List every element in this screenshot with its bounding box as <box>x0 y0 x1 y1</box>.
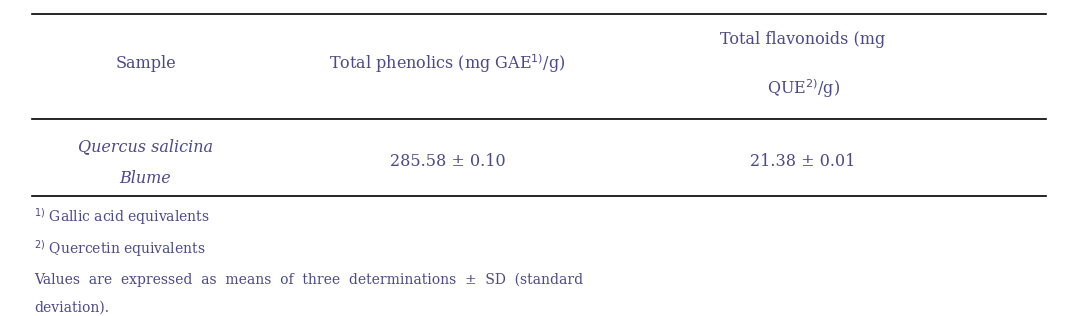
Text: $^{1)}$ Gallic acid equivalents: $^{1)}$ Gallic acid equivalents <box>34 206 210 227</box>
Text: Total phenolics (mg GAE$^{1)}$/g): Total phenolics (mg GAE$^{1)}$/g) <box>329 52 566 75</box>
Text: Blume: Blume <box>120 170 171 187</box>
Text: Quercus salicina: Quercus salicina <box>78 138 213 155</box>
Text: Values  are  expressed  as  means  of  three  determinations  ±  SD  (standard: Values are expressed as means of three d… <box>34 272 583 287</box>
Text: $^{2)}$ Quercetin equivalents: $^{2)}$ Quercetin equivalents <box>34 238 206 258</box>
Text: Sample: Sample <box>115 55 176 72</box>
Text: QUE$^{2)}$/g): QUE$^{2)}$/g) <box>766 77 840 100</box>
Text: 285.58 ± 0.10: 285.58 ± 0.10 <box>389 153 506 170</box>
Text: 21.38 ± 0.01: 21.38 ± 0.01 <box>750 153 856 170</box>
Text: Total flavonoids (mg: Total flavonoids (mg <box>720 31 886 48</box>
Text: deviation).: deviation). <box>34 301 110 315</box>
